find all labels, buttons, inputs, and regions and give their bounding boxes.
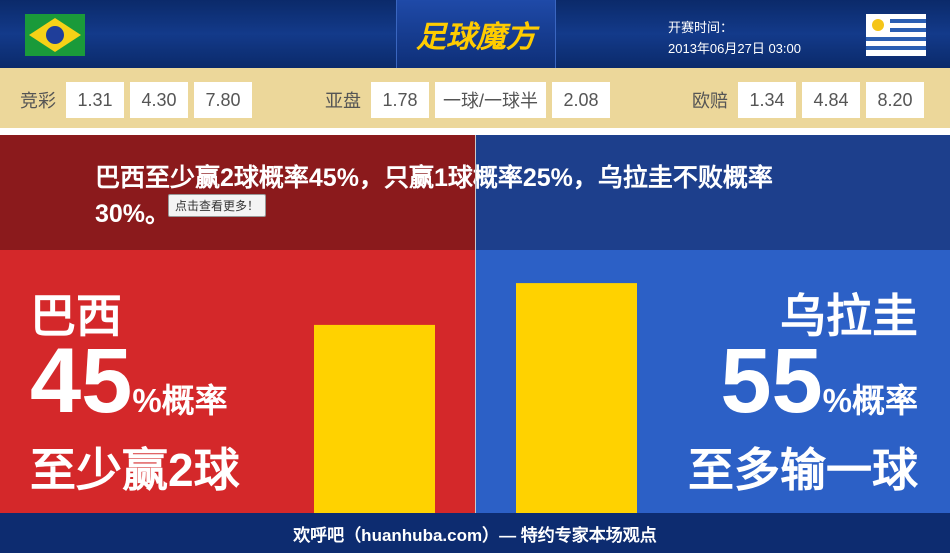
odds-label: 亚盘 — [325, 91, 361, 111]
odds-group: 竞彩 1.31 4.30 7.80 — [20, 82, 252, 118]
odds-label: 欧赔 — [692, 91, 728, 111]
kickoff-label: 开赛时间： — [668, 20, 734, 35]
kickoff-time: 2013年06月27日 03:00 — [668, 41, 801, 56]
odds-value: 8.20 — [866, 82, 924, 118]
headline[interactable]: 巴西至少赢2球概率45%，只赢1球概率25%，乌拉圭不败概率30%。 — [95, 164, 773, 228]
odds-value: 2.08 — [552, 82, 611, 118]
odds-value: 4.30 — [130, 82, 188, 118]
percent-row: 45 %概率 — [30, 335, 228, 427]
team-name: 乌拉圭 — [780, 290, 918, 342]
percent-row: 55 %概率 — [720, 335, 918, 427]
odds-group: 欧赔 1.34 4.84 8.20 — [692, 82, 924, 118]
odds-value: 1.31 — [66, 82, 124, 118]
odds-label: 竞彩 — [20, 91, 56, 111]
outcome: 至少赢2球 — [30, 444, 240, 496]
bars — [314, 283, 637, 513]
percent: 55 — [720, 330, 823, 432]
percent-suffix: %概率 — [822, 382, 918, 419]
team-name: 巴西 — [30, 290, 122, 342]
outcome: 至多输一球 — [688, 444, 918, 496]
brazil-flag — [25, 14, 85, 56]
footer: 欢呼吧（huanhuba.com）— 特约专家本场观点 — [0, 513, 950, 553]
odds-value: 一球/一球半 — [435, 82, 547, 118]
headline-bg-left — [0, 135, 475, 250]
odds-value: 1.34 — [738, 82, 796, 118]
percent: 45 — [30, 330, 133, 432]
divider — [475, 135, 476, 513]
odds-group: 亚盘 1.78 一球/一球半 2.08 — [325, 82, 611, 118]
probability-bar — [516, 283, 637, 513]
odds-value: 7.80 — [194, 82, 252, 118]
separator — [0, 128, 950, 135]
percent-suffix: %概率 — [132, 382, 228, 419]
logo: 足球魔方 — [396, 0, 556, 68]
tooltip[interactable]: 点击查看更多！ — [168, 194, 267, 217]
odds-value: 1.78 — [371, 82, 429, 118]
uruguay-flag — [866, 14, 926, 56]
odds-value: 4.84 — [802, 82, 860, 118]
probability-bar — [314, 324, 435, 513]
headline-bg-right — [476, 135, 950, 250]
